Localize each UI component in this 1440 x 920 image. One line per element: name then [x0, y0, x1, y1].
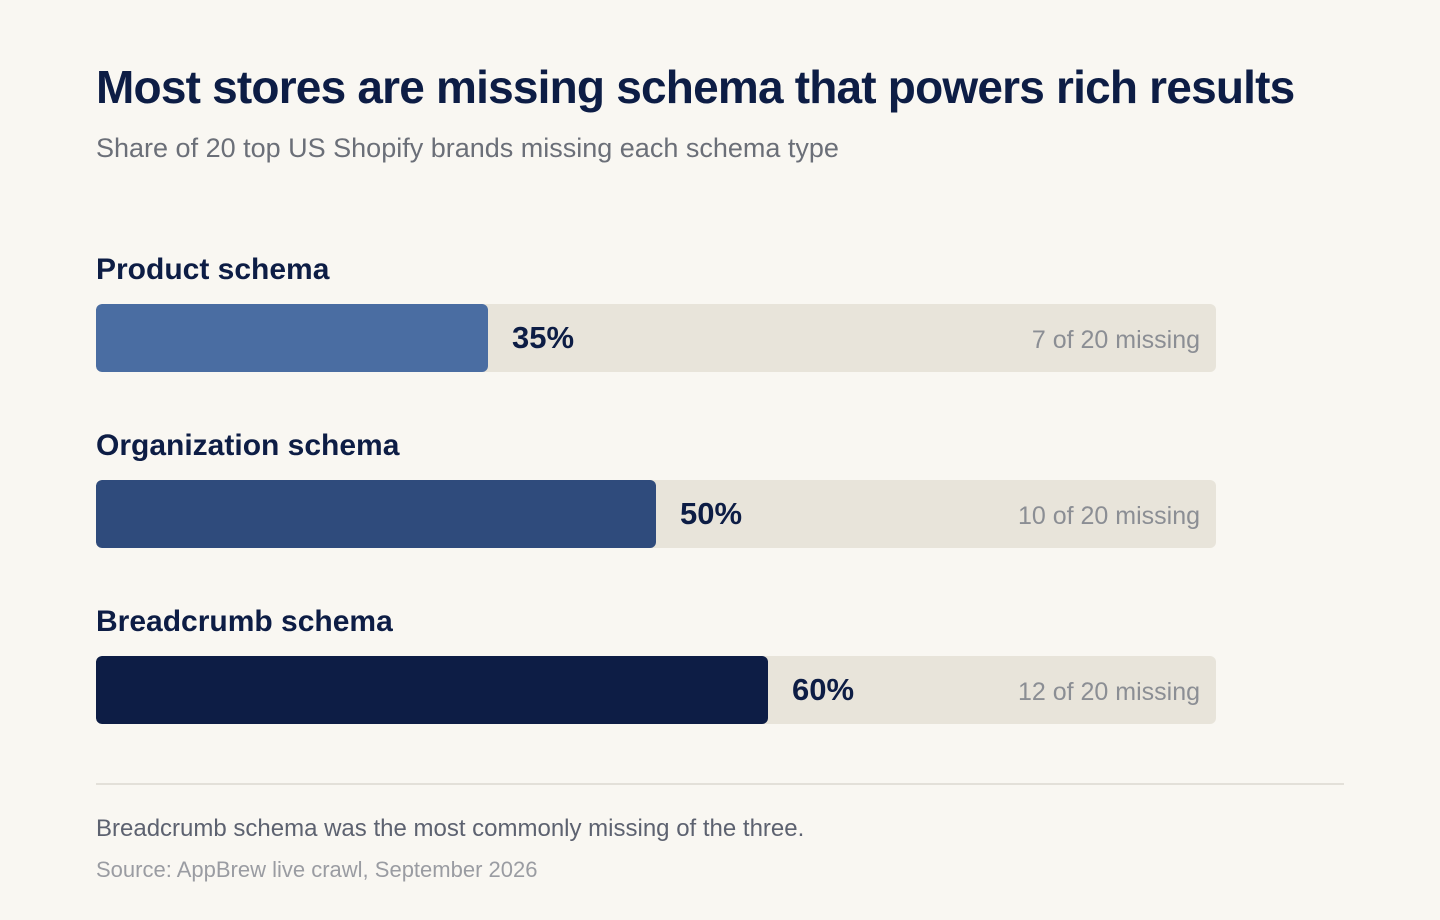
- bar-category-label: Organization schema: [96, 429, 400, 462]
- bar-count-label: 10 of 20 missing: [1017, 502, 1200, 530]
- divider: [96, 783, 1344, 785]
- bar-value-label: 35%: [512, 320, 575, 355]
- bar-category-label: Product schema: [96, 253, 330, 286]
- bar-row: Organization schema 50% 10 of 20 missing: [96, 426, 1216, 602]
- source-note: Source: AppBrew live crawl, September 20…: [96, 857, 538, 882]
- bar-count-label: 12 of 20 missing: [1017, 678, 1200, 706]
- chart-subtitle: Share of 20 top US Shopify brands missin…: [96, 133, 839, 163]
- bar-track: 35% 7 of 20 missing: [96, 304, 1216, 372]
- chart-title: Most stores are missing schema that powe…: [96, 61, 1295, 113]
- bar-count-label: 7 of 20 missing: [1031, 326, 1200, 354]
- bar-fill: [96, 304, 488, 372]
- bar-value-label: 50%: [680, 496, 743, 531]
- bar-value-label: 60%: [792, 672, 855, 707]
- bar-row: Breadcrumb schema 60% 12 of 20 missing: [96, 602, 1216, 778]
- footnote: Breadcrumb schema was the most commonly …: [96, 815, 805, 842]
- bar-track: 50% 10 of 20 missing: [96, 480, 1216, 548]
- bar-track: 60% 12 of 20 missing: [96, 656, 1216, 724]
- bar-fill: [96, 480, 656, 548]
- bar-rows: Product schema 35% 7 of 20 missing Organiza…: [96, 250, 1216, 778]
- bar-row: Product schema 35% 7 of 20 missing: [96, 250, 1216, 426]
- bar-category-label: Breadcrumb schema: [96, 605, 393, 638]
- bar-fill: [96, 656, 768, 724]
